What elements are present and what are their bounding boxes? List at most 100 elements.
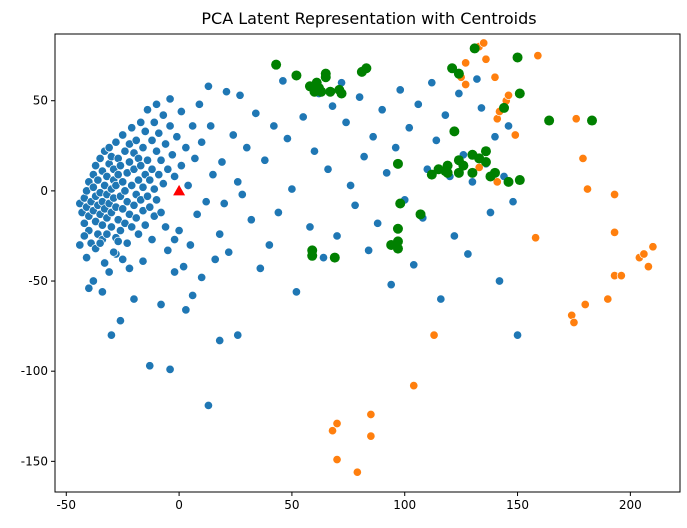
data-point — [118, 177, 128, 187]
data-point — [503, 121, 514, 131]
data-point — [492, 177, 502, 187]
data-point — [395, 85, 405, 95]
data-point — [616, 271, 626, 281]
data-point — [79, 231, 89, 241]
data-point — [201, 197, 211, 207]
data-point — [203, 400, 213, 410]
data-point — [341, 117, 351, 127]
data-point — [332, 231, 342, 241]
data-point — [93, 175, 103, 185]
data-point — [323, 164, 333, 174]
data-point — [648, 242, 658, 252]
data-point — [165, 121, 175, 131]
data-point — [75, 240, 85, 250]
data-point — [453, 68, 464, 79]
data-point — [181, 143, 191, 153]
data-point — [449, 231, 459, 241]
data-point — [111, 137, 121, 147]
data-point — [287, 184, 297, 194]
data-point — [174, 225, 184, 236]
data-point — [118, 130, 128, 140]
data-point — [127, 123, 137, 133]
data-point — [154, 128, 164, 138]
data-point — [84, 283, 94, 293]
data-point — [514, 88, 525, 99]
data-point — [237, 189, 247, 200]
data-point — [603, 294, 613, 304]
data-point — [127, 180, 137, 191]
data-point — [409, 260, 419, 270]
data-point — [138, 182, 148, 192]
data-point — [118, 204, 128, 214]
data-point — [215, 229, 225, 239]
data-point — [156, 299, 166, 310]
data-point — [161, 139, 171, 149]
data-point — [167, 150, 177, 160]
data-point — [136, 161, 146, 171]
data-point — [392, 243, 403, 254]
data-point — [278, 76, 288, 86]
data-point — [366, 409, 376, 420]
plot-frame — [54, 33, 681, 493]
data-point — [206, 121, 216, 131]
data-point — [531, 233, 541, 243]
data-point — [95, 238, 105, 248]
data-point — [580, 299, 590, 310]
data-point — [156, 207, 166, 218]
plot-points — [75, 38, 658, 477]
data-point — [479, 38, 489, 48]
data-point — [404, 123, 414, 133]
data-point — [395, 198, 406, 209]
data-point — [145, 202, 155, 212]
y-tick-label: -150 — [21, 454, 48, 468]
y-tick-label: -50 — [28, 274, 48, 288]
data-point — [449, 126, 460, 137]
data-point — [124, 263, 135, 273]
data-point — [138, 256, 148, 266]
data-point — [208, 170, 218, 180]
data-point — [490, 72, 500, 82]
data-point — [578, 153, 588, 163]
data-point — [346, 180, 356, 191]
data-point — [113, 170, 123, 180]
data-point — [91, 161, 101, 171]
data-point — [514, 175, 525, 186]
data-point — [151, 99, 162, 109]
data-point — [260, 155, 270, 165]
data-point — [190, 153, 200, 163]
data-point — [499, 102, 510, 113]
data-point — [544, 115, 555, 126]
data-point — [392, 223, 403, 234]
data-point — [97, 220, 107, 230]
data-point — [233, 177, 243, 187]
data-point — [235, 90, 245, 100]
data-point — [447, 63, 458, 74]
data-point — [140, 126, 150, 136]
data-point — [210, 254, 220, 264]
data-point — [467, 177, 477, 187]
data-point — [88, 276, 98, 286]
y-tick-label: -100 — [21, 364, 48, 378]
data-point — [131, 135, 141, 145]
data-point — [129, 294, 139, 304]
data-point — [124, 157, 135, 167]
data-point — [118, 254, 128, 264]
data-point — [316, 86, 327, 97]
data-point — [307, 250, 318, 261]
data-point — [176, 161, 186, 171]
data-point — [109, 247, 119, 257]
data-point — [350, 200, 360, 210]
data-point — [364, 245, 374, 255]
data-point — [329, 252, 340, 263]
data-point — [569, 317, 579, 328]
data-point — [165, 94, 175, 104]
data-point — [490, 132, 500, 142]
data-point — [291, 287, 301, 297]
data-point — [156, 155, 166, 165]
data-point — [361, 63, 372, 74]
data-point — [582, 184, 593, 194]
data-point — [503, 90, 514, 100]
data-point — [643, 262, 653, 272]
data-point — [269, 121, 279, 131]
data-point — [102, 229, 112, 239]
